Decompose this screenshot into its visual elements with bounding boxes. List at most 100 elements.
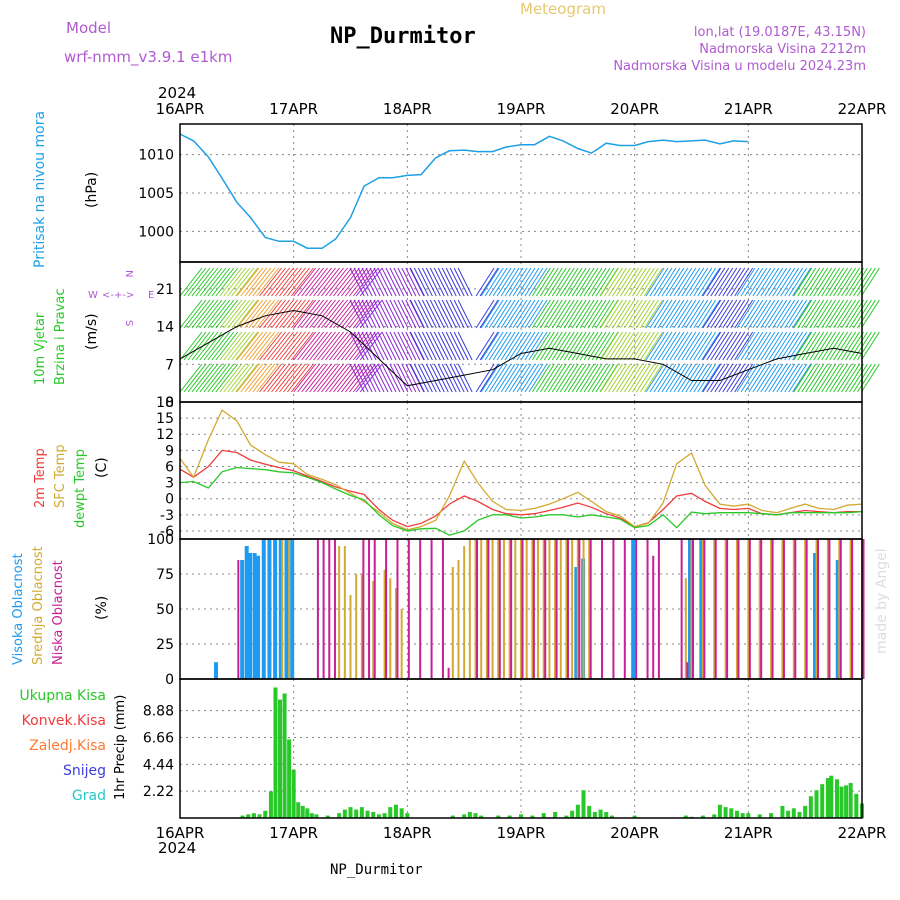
- precip-bar: [376, 814, 381, 818]
- cloud-bar: [838, 539, 841, 679]
- wind-barb: [635, 267, 655, 297]
- wind-barb: [813, 267, 833, 297]
- wind-barb: [235, 331, 259, 361]
- x-tick-bottom: 21APR: [724, 824, 773, 842]
- wind-barb: [313, 331, 336, 361]
- wind-barb: [215, 363, 239, 393]
- wind-barb: [780, 299, 800, 329]
- wind-barb: [706, 267, 726, 297]
- precip-bar: [769, 813, 774, 818]
- cloud-bar: [826, 539, 829, 679]
- wind-barb: [567, 299, 587, 329]
- wind-barb: [219, 267, 243, 297]
- wind-barb: [457, 267, 473, 297]
- wind-barb: [479, 331, 499, 361]
- wind-barb: [772, 331, 792, 361]
- wind-barb: [271, 363, 294, 393]
- wind-barb: [263, 363, 286, 393]
- wind-barb: [329, 299, 352, 329]
- wind-barb: [321, 299, 344, 329]
- wind-barb: [417, 331, 433, 361]
- wind-barb: [357, 267, 373, 297]
- wind-barb: [236, 331, 260, 361]
- wind-barb: [702, 363, 722, 393]
- cloud-bar: [554, 539, 557, 679]
- wind-barb: [524, 363, 544, 393]
- wind-barb: [600, 267, 619, 297]
- cloud-bar: [240, 560, 245, 679]
- wind-barb: [512, 331, 532, 361]
- cloud-bar: [548, 539, 551, 679]
- wind-barb: [665, 363, 685, 393]
- wind-barb: [620, 331, 639, 361]
- cloud-bar: [333, 539, 336, 679]
- wind-barb: [612, 363, 631, 393]
- wind-barb: [248, 267, 272, 297]
- wind-barb: [627, 363, 647, 393]
- wind-barb: [223, 331, 247, 361]
- wind-barb: [760, 299, 780, 329]
- wind-barb: [508, 363, 528, 393]
- wind-barb: [293, 299, 317, 329]
- wind-barb: [645, 299, 665, 329]
- precip-bar: [257, 814, 262, 818]
- precip-bar: [575, 804, 580, 818]
- wind-barb: [547, 331, 567, 361]
- wind-barb: [748, 331, 768, 361]
- precip-bar: [848, 782, 853, 818]
- wind-barb: [520, 299, 540, 329]
- wind-barb: [231, 299, 255, 329]
- wind-barb: [776, 331, 796, 361]
- wind-barb: [813, 331, 833, 361]
- cloud-bar: [771, 539, 774, 679]
- wind-barb: [369, 363, 385, 393]
- wind-barb: [297, 363, 321, 393]
- wind-barb: [669, 363, 689, 393]
- year-top: 2024: [158, 84, 196, 102]
- cloud-bar: [394, 588, 397, 679]
- wind-barb: [309, 331, 332, 361]
- wind-barb: [689, 267, 709, 297]
- precip-bar: [820, 784, 825, 818]
- wind-barb: [555, 267, 575, 297]
- wind-barb: [579, 299, 599, 329]
- wind-barb: [413, 267, 429, 297]
- cloud-bar: [542, 539, 545, 679]
- wind-barb: [329, 363, 352, 393]
- wind-barb: [244, 331, 268, 361]
- precip-legend-item: Ukupna Kisa: [19, 688, 106, 704]
- wind-barb: [441, 267, 457, 297]
- wind-barb: [531, 363, 551, 393]
- wind-barb: [543, 331, 563, 361]
- wind-barb: [321, 363, 344, 393]
- precip-bar: [729, 808, 734, 818]
- wind-barb: [702, 331, 722, 361]
- cloud-bar: [862, 539, 865, 679]
- cloud-bar: [389, 578, 392, 679]
- cloud-bar: [574, 567, 579, 679]
- wind-barb: [845, 267, 864, 297]
- wind-barb: [627, 331, 647, 361]
- wind-barb: [287, 299, 310, 329]
- wind-barb: [845, 331, 864, 361]
- wind-barb: [780, 267, 800, 297]
- wind-barb: [797, 331, 817, 361]
- wind-barb: [457, 331, 473, 361]
- x-tick-top: 19APR: [497, 100, 546, 118]
- wind-barb: [283, 267, 306, 297]
- cloud-bar: [544, 539, 547, 679]
- wind-barb: [256, 299, 280, 329]
- wind-barb: [752, 299, 772, 329]
- wind-barb: [693, 267, 713, 297]
- wind-barb: [571, 267, 591, 297]
- cloud-bar: [476, 539, 479, 679]
- wind-barb: [857, 363, 876, 393]
- wind-barb: [445, 331, 461, 361]
- wind-barb: [348, 331, 372, 361]
- cloud-bar: [281, 539, 284, 679]
- wind-barb: [744, 299, 764, 329]
- wind-barb: [604, 267, 623, 297]
- precip-bar: [797, 811, 802, 818]
- precip-bar: [829, 775, 834, 818]
